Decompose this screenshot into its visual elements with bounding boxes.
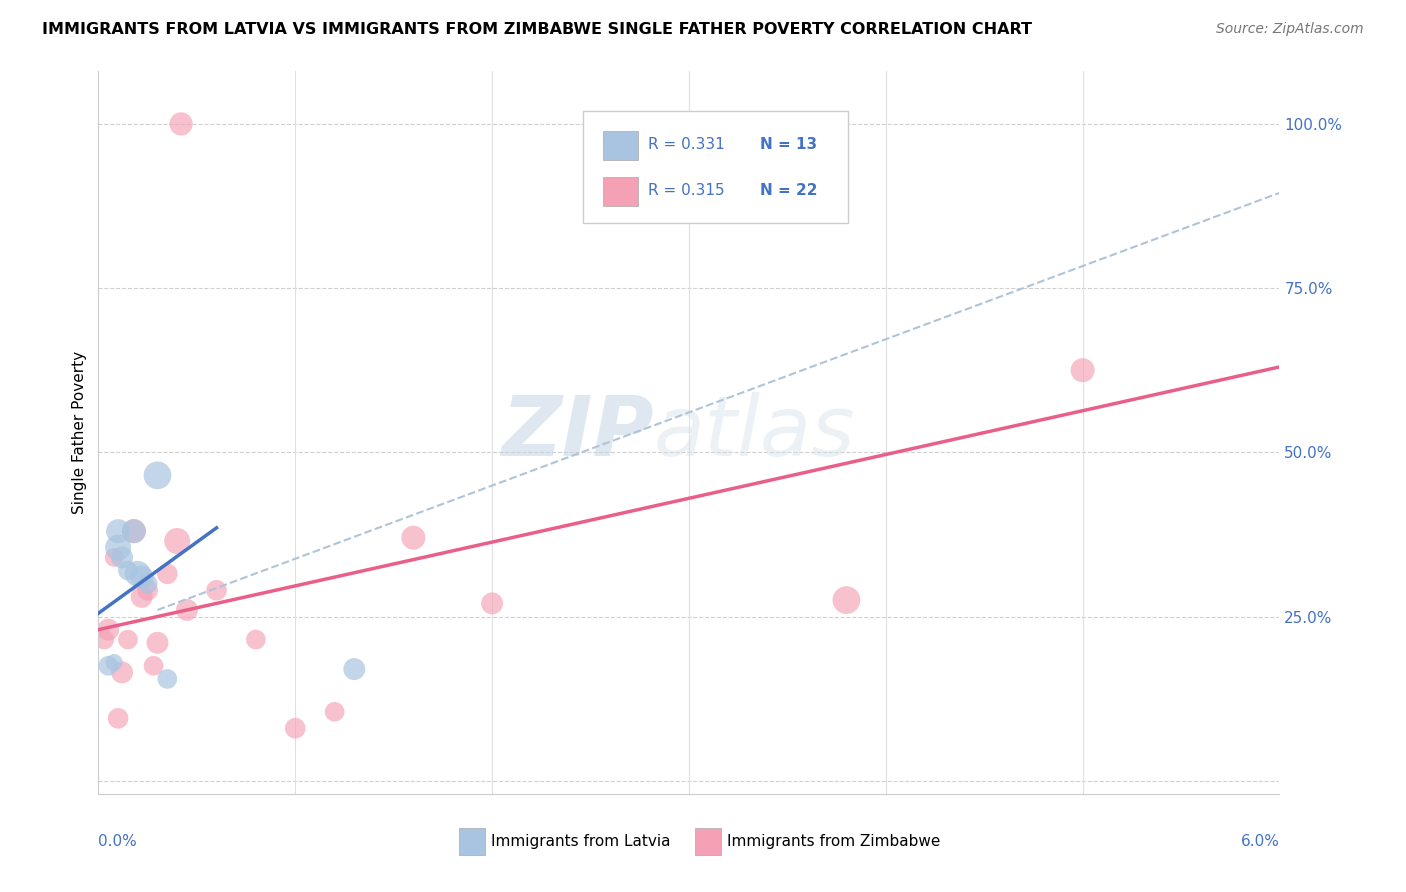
Text: Immigrants from Zimbabwe: Immigrants from Zimbabwe xyxy=(727,834,941,849)
Point xyxy=(97,658,120,673)
Text: R = 0.331: R = 0.331 xyxy=(648,136,724,152)
Point xyxy=(122,524,145,538)
Point xyxy=(93,632,115,647)
FancyBboxPatch shape xyxy=(603,178,638,206)
Point xyxy=(131,570,153,584)
Point xyxy=(156,672,179,686)
Point xyxy=(122,524,145,538)
Point xyxy=(127,566,149,581)
Y-axis label: Single Father Poverty: Single Father Poverty xyxy=(72,351,87,514)
Point xyxy=(107,541,129,555)
Point xyxy=(146,636,169,650)
Point xyxy=(170,117,193,131)
Point xyxy=(481,596,503,610)
Text: Immigrants from Latvia: Immigrants from Latvia xyxy=(491,834,671,849)
Point xyxy=(156,566,179,581)
Text: 6.0%: 6.0% xyxy=(1240,834,1279,848)
Point xyxy=(136,583,159,598)
Point xyxy=(117,564,139,578)
FancyBboxPatch shape xyxy=(695,828,721,855)
Point xyxy=(835,593,858,607)
Point xyxy=(245,632,267,647)
Point xyxy=(176,603,198,617)
FancyBboxPatch shape xyxy=(582,112,848,223)
FancyBboxPatch shape xyxy=(603,131,638,160)
Point xyxy=(107,711,129,725)
Point xyxy=(111,550,134,565)
Point xyxy=(117,632,139,647)
Point xyxy=(136,576,159,591)
Text: N = 13: N = 13 xyxy=(759,136,817,152)
Point xyxy=(343,662,366,676)
Text: ZIP: ZIP xyxy=(501,392,654,473)
Point xyxy=(97,623,120,637)
Point xyxy=(284,721,307,735)
Text: IMMIGRANTS FROM LATVIA VS IMMIGRANTS FROM ZIMBABWE SINGLE FATHER POVERTY CORRELA: IMMIGRANTS FROM LATVIA VS IMMIGRANTS FRO… xyxy=(42,22,1032,37)
FancyBboxPatch shape xyxy=(458,828,485,855)
Point xyxy=(103,656,125,670)
Point xyxy=(146,468,169,483)
Text: R = 0.315: R = 0.315 xyxy=(648,183,724,198)
Text: Source: ZipAtlas.com: Source: ZipAtlas.com xyxy=(1216,22,1364,37)
Text: 0.0%: 0.0% xyxy=(98,834,138,848)
Point xyxy=(103,550,125,565)
Point xyxy=(111,665,134,680)
Point xyxy=(402,531,425,545)
Point xyxy=(1071,363,1094,377)
Text: N = 22: N = 22 xyxy=(759,183,817,198)
Text: atlas: atlas xyxy=(654,392,855,473)
Point xyxy=(323,705,346,719)
Point xyxy=(166,533,188,548)
Point xyxy=(107,524,129,538)
Point xyxy=(142,658,165,673)
Point xyxy=(131,590,153,604)
Point xyxy=(205,583,228,598)
